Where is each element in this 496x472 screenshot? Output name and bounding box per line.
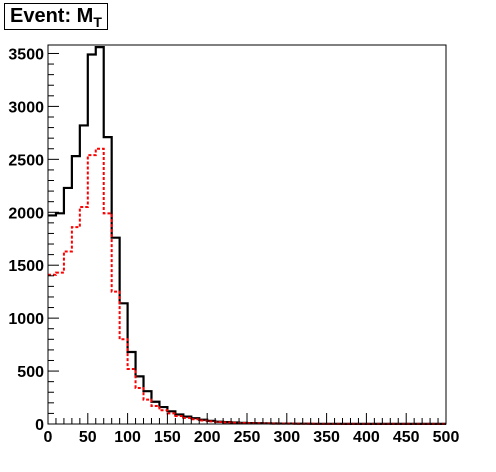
y-tick-label: 2500 bbox=[8, 152, 44, 169]
y-tick-label: 1500 bbox=[8, 258, 44, 275]
y-tick-label: 1000 bbox=[8, 311, 44, 328]
x-tick-label: 250 bbox=[234, 429, 261, 446]
y-tick-label: 3000 bbox=[8, 99, 44, 116]
x-tick-label: 150 bbox=[154, 429, 181, 446]
histogram-series-2 bbox=[48, 147, 446, 425]
x-tick-label: 400 bbox=[353, 429, 380, 446]
x-tick-label: 350 bbox=[313, 429, 340, 446]
chart-title: Event: MT bbox=[4, 3, 108, 30]
tick-labels-layer: 0 50 100 150 200 250 300 350 400 450 500 0 500 1000 15… bbox=[8, 46, 459, 446]
x-tick-label: 50 bbox=[79, 429, 97, 446]
y-tick-label: 500 bbox=[17, 364, 44, 381]
x-tick-label: 500 bbox=[433, 429, 460, 446]
histogram-series-layer bbox=[48, 46, 446, 425]
plot-frame bbox=[47, 44, 447, 425]
x-tick-label: 0 bbox=[44, 429, 53, 446]
x-tick-label: 450 bbox=[393, 429, 420, 446]
chart-title-main: Event: M bbox=[10, 5, 94, 27]
x-tick-label: 200 bbox=[194, 429, 221, 446]
axes-layer bbox=[47, 44, 447, 425]
y-tick-label: 0 bbox=[35, 417, 44, 434]
x-tick-label: 100 bbox=[114, 429, 141, 446]
x-tick-label: 300 bbox=[273, 429, 300, 446]
histogram-series-1 bbox=[48, 46, 446, 425]
y-tick-label: 3500 bbox=[8, 46, 44, 63]
y-tick-label: 2000 bbox=[8, 205, 44, 222]
chart-title-subscript: T bbox=[93, 14, 102, 30]
